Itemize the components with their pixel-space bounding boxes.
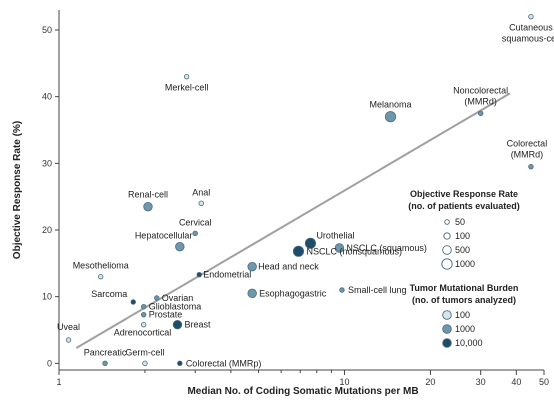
legend-color-label: 100 — [455, 310, 470, 320]
point-label: NSCLC (nonsquamous) — [306, 246, 402, 256]
data-point — [130, 299, 136, 305]
x-tick-label: 50 — [539, 377, 549, 387]
point-label: Cervical — [179, 217, 212, 227]
data-point — [172, 319, 183, 330]
data-point — [528, 13, 534, 20]
point-label: Endometrial — [203, 270, 251, 280]
data-point — [304, 237, 317, 249]
data-point — [384, 111, 397, 123]
legend-size-swatch — [443, 232, 451, 240]
data-point — [65, 337, 72, 343]
data-point — [334, 243, 345, 253]
data-point — [140, 303, 147, 310]
data-point — [154, 295, 160, 301]
data-point — [247, 261, 257, 272]
point-label: Adrenocortical — [114, 328, 172, 338]
data-point — [198, 200, 204, 207]
trendline-group — [75, 92, 511, 349]
legend-color-label: 10,000 — [455, 338, 483, 348]
data-point — [140, 311, 147, 318]
point-label: Glioblastoma — [149, 302, 202, 312]
x-tick-label: 20 — [425, 377, 435, 387]
point-label: Esophagogastric — [259, 288, 327, 298]
legend-size-label: 100 — [455, 231, 470, 241]
legend-size-label: 500 — [455, 245, 470, 255]
data-point — [192, 230, 198, 237]
data-point — [102, 360, 108, 367]
point-label: Colorectal — [507, 139, 548, 149]
point-label: NSCLC (squamous) — [346, 243, 427, 253]
data-point — [140, 321, 147, 328]
trendline — [75, 92, 511, 349]
point-label: Colorectal (MMRp) — [186, 358, 262, 368]
x-tick-label: 30 — [476, 377, 486, 387]
point-label: Merkel-cell — [165, 83, 209, 93]
data-point — [183, 73, 190, 80]
data-point — [528, 163, 534, 170]
point-label: squamous-cell — [502, 34, 554, 44]
legend-color-title: (no. of tumors analyzed) — [412, 295, 516, 305]
y-tick-label: 0 — [47, 358, 52, 368]
legend-color-swatch — [442, 338, 452, 348]
y-tick-label: 50 — [42, 25, 52, 35]
data-point — [177, 360, 183, 367]
point-label: Anal — [192, 187, 210, 197]
point-label: Urothelial — [316, 230, 354, 240]
point-label: Uveal — [57, 322, 80, 332]
point-label: Head and neck — [258, 262, 319, 272]
point-label: Small-cell lung — [348, 285, 407, 295]
y-tick-label: 40 — [42, 92, 52, 102]
point-label: Prostate — [149, 310, 183, 320]
legend-size-swatch — [441, 258, 453, 270]
point-label: Noncolorectal — [453, 85, 508, 95]
point-label: Breast — [184, 320, 211, 330]
legend-color-swatch — [442, 310, 452, 320]
point-label: Melanoma — [370, 100, 412, 110]
x-tick-label: 40 — [511, 377, 521, 387]
y-tick-label: 10 — [42, 292, 52, 302]
x-tick-label: 10 — [339, 377, 349, 387]
data-point — [196, 271, 202, 278]
y-tick-label: 20 — [42, 225, 52, 235]
legend: Objective Response Rate (no. of patients … — [408, 189, 520, 348]
legend-size-label: 50 — [455, 217, 465, 227]
y-axis-title: Objective Response Rate (%) — [12, 121, 23, 259]
point-label: Germ-cell — [125, 347, 164, 357]
point-label: Pancreatic — [84, 347, 127, 357]
legend-color-swatch — [442, 324, 452, 334]
point-label: Renal-cell — [128, 190, 168, 200]
data-point — [339, 287, 345, 293]
legend-color-label: 1000 — [455, 324, 475, 334]
legend-size-swatch — [444, 219, 450, 225]
legend-size-label: 1000 — [455, 259, 475, 269]
axes: 0 10 20 30 40 50 1 10 20 30 40 50 — [42, 10, 549, 387]
data-point — [142, 360, 148, 367]
point-label: (MMRd) — [511, 150, 544, 160]
point-label: Ovarian — [162, 293, 194, 303]
point-label: (MMRd) — [464, 96, 497, 106]
data-point — [98, 273, 104, 280]
data-point — [292, 245, 305, 257]
x-axis-title: Median No. of Coding Somatic Mutations p… — [187, 386, 418, 397]
points-group — [65, 13, 534, 367]
data-point — [477, 110, 484, 117]
x-tick-label: 1 — [56, 377, 61, 387]
data-point — [175, 241, 185, 252]
point-label: Cutaneous — [509, 23, 553, 33]
point-label: Hepatocellular — [135, 231, 193, 241]
legend-size-title: Objective Response Rate — [410, 189, 518, 199]
data-point — [247, 288, 257, 299]
y-tick-label: 30 — [42, 158, 52, 168]
legend-size-title: (no. of patients evaluated) — [408, 201, 520, 211]
legend-size-swatch — [442, 245, 452, 255]
data-point — [143, 201, 153, 212]
point-label: Sarcoma — [91, 289, 127, 299]
legend-color-title: Tumor Mutational Burden — [410, 283, 519, 293]
point-label: Mesothelioma — [73, 261, 129, 271]
